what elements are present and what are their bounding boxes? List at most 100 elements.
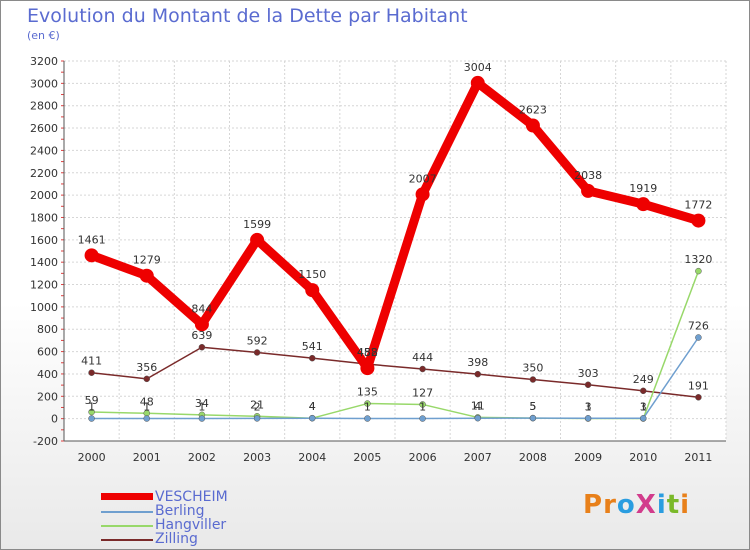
data-label-zilling: 639 bbox=[191, 329, 212, 342]
data-point-vescheim bbox=[581, 183, 596, 198]
data-label-hangviller: 1320 bbox=[684, 253, 712, 266]
legend-item-zilling: Zilling bbox=[101, 531, 301, 547]
data-point-berling bbox=[253, 415, 261, 422]
data-point-vescheim bbox=[139, 268, 154, 283]
data-label-hangviller: 48 bbox=[140, 395, 154, 408]
data-label-berling: 1 bbox=[419, 401, 426, 414]
data-label-zilling: 411 bbox=[81, 355, 102, 368]
data-label-zilling: 541 bbox=[302, 340, 323, 353]
data-label-zilling: 191 bbox=[688, 379, 709, 392]
data-point-vescheim bbox=[470, 75, 485, 90]
legend-label: Berling bbox=[155, 503, 205, 519]
logo-letter: i bbox=[680, 490, 691, 520]
data-point-vescheim bbox=[84, 248, 99, 263]
y-tick-label: 0 bbox=[51, 413, 58, 426]
y-tick-label: 1600 bbox=[30, 234, 58, 247]
legend-item-berling: Berling bbox=[101, 503, 301, 519]
data-point-zilling bbox=[640, 387, 647, 395]
data-point-berling bbox=[640, 415, 647, 422]
legend-swatch bbox=[101, 539, 153, 541]
data-label-hangviller: 21 bbox=[250, 398, 264, 411]
data-label-vescheim: 2007 bbox=[409, 172, 437, 185]
data-point-vescheim bbox=[636, 197, 651, 212]
legend-label: VESCHEIM bbox=[155, 489, 228, 505]
data-point-zilling bbox=[529, 376, 537, 383]
chart-title: Evolution du Montant de la Dette par Hab… bbox=[27, 5, 468, 27]
chart-unit: (en €) bbox=[27, 29, 60, 42]
data-point-vescheim bbox=[250, 232, 265, 247]
data-point-berling bbox=[584, 415, 592, 422]
x-tick-label: 2011 bbox=[684, 451, 712, 464]
x-tick-label: 2007 bbox=[464, 451, 492, 464]
y-tick-label: 2200 bbox=[30, 167, 58, 180]
data-label-zilling: 398 bbox=[467, 356, 488, 369]
data-label-berling: 1 bbox=[88, 401, 95, 414]
y-tick-label: 600 bbox=[37, 346, 58, 359]
data-point-zilling bbox=[309, 354, 316, 362]
data-point-zilling bbox=[143, 375, 150, 383]
y-tick-label: 3000 bbox=[30, 77, 58, 90]
data-label-berling: 1 bbox=[364, 401, 371, 414]
data-label-vescheim: 844 bbox=[191, 302, 212, 315]
data-label-hangviller: 59 bbox=[85, 394, 99, 407]
data-label-zilling: 350 bbox=[522, 362, 543, 375]
y-tick-label: 1000 bbox=[30, 301, 58, 314]
data-point-zilling bbox=[695, 394, 702, 401]
data-label-vescheim: 2623 bbox=[519, 103, 547, 116]
x-tick-label: 2006 bbox=[409, 451, 437, 464]
logo-letter: P bbox=[583, 490, 604, 520]
y-tick-label: 3200 bbox=[30, 55, 58, 68]
y-tick-label: 2400 bbox=[30, 144, 58, 157]
data-label-vescheim: 1599 bbox=[243, 218, 271, 231]
y-tick-label: 2800 bbox=[30, 100, 58, 113]
data-point-berling bbox=[143, 415, 150, 422]
legend-item-vescheim: VESCHEIM bbox=[101, 489, 301, 505]
data-label-berling: 1 bbox=[143, 401, 150, 414]
logo-letter: t bbox=[666, 490, 681, 520]
legend-swatch bbox=[101, 493, 153, 500]
legend-label: Hangviller bbox=[155, 517, 227, 533]
data-point-berling bbox=[198, 415, 206, 422]
data-label-hangviller: 1 bbox=[585, 401, 592, 414]
data-point-hangviller bbox=[419, 401, 426, 408]
y-tick-label: 2000 bbox=[30, 189, 58, 202]
data-point-vescheim bbox=[194, 317, 209, 332]
data-point-berling bbox=[419, 415, 426, 422]
data-label-vescheim: 1461 bbox=[78, 233, 106, 246]
series-line-zilling bbox=[91, 346, 699, 399]
data-point-zilling bbox=[419, 365, 426, 373]
data-label-berling: 726 bbox=[688, 320, 709, 333]
x-tick-label: 2010 bbox=[629, 451, 657, 464]
data-point-hangviller bbox=[88, 408, 95, 416]
data-point-zilling bbox=[88, 369, 95, 376]
data-point-vescheim bbox=[360, 361, 375, 376]
logo-letter: i bbox=[656, 490, 667, 520]
data-point-zilling bbox=[474, 370, 481, 378]
data-label-berling: 4 bbox=[474, 400, 481, 413]
data-label-zilling: 488 bbox=[357, 346, 378, 359]
data-point-zilling bbox=[253, 349, 261, 356]
y-tick-label: 2600 bbox=[30, 122, 58, 135]
data-label-hangviller: 4 bbox=[309, 400, 316, 413]
x-tick-label: 2001 bbox=[133, 451, 161, 464]
data-label-vescheim: 1919 bbox=[629, 182, 657, 195]
data-point-berling bbox=[529, 414, 537, 422]
data-label-hangviller: 135 bbox=[357, 386, 378, 399]
data-label-zilling: 444 bbox=[412, 351, 433, 364]
data-label-berling: 4 bbox=[309, 400, 316, 413]
y-tick-label: 800 bbox=[37, 323, 58, 336]
x-tick-label: 2004 bbox=[298, 451, 326, 464]
data-label-hangviller: 5 bbox=[529, 400, 536, 413]
legend-swatch bbox=[101, 511, 153, 513]
x-tick-label: 2009 bbox=[574, 451, 602, 464]
data-label-berling: 3 bbox=[640, 400, 647, 413]
series-line-vescheim bbox=[90, 78, 700, 373]
x-tick-label: 2002 bbox=[188, 451, 216, 464]
data-label-zilling: 592 bbox=[247, 334, 268, 347]
y-tick-label: 1200 bbox=[30, 279, 58, 292]
data-label-zilling: 249 bbox=[633, 373, 654, 386]
data-point-berling bbox=[695, 334, 702, 341]
data-label-hangviller: 127 bbox=[412, 386, 433, 399]
